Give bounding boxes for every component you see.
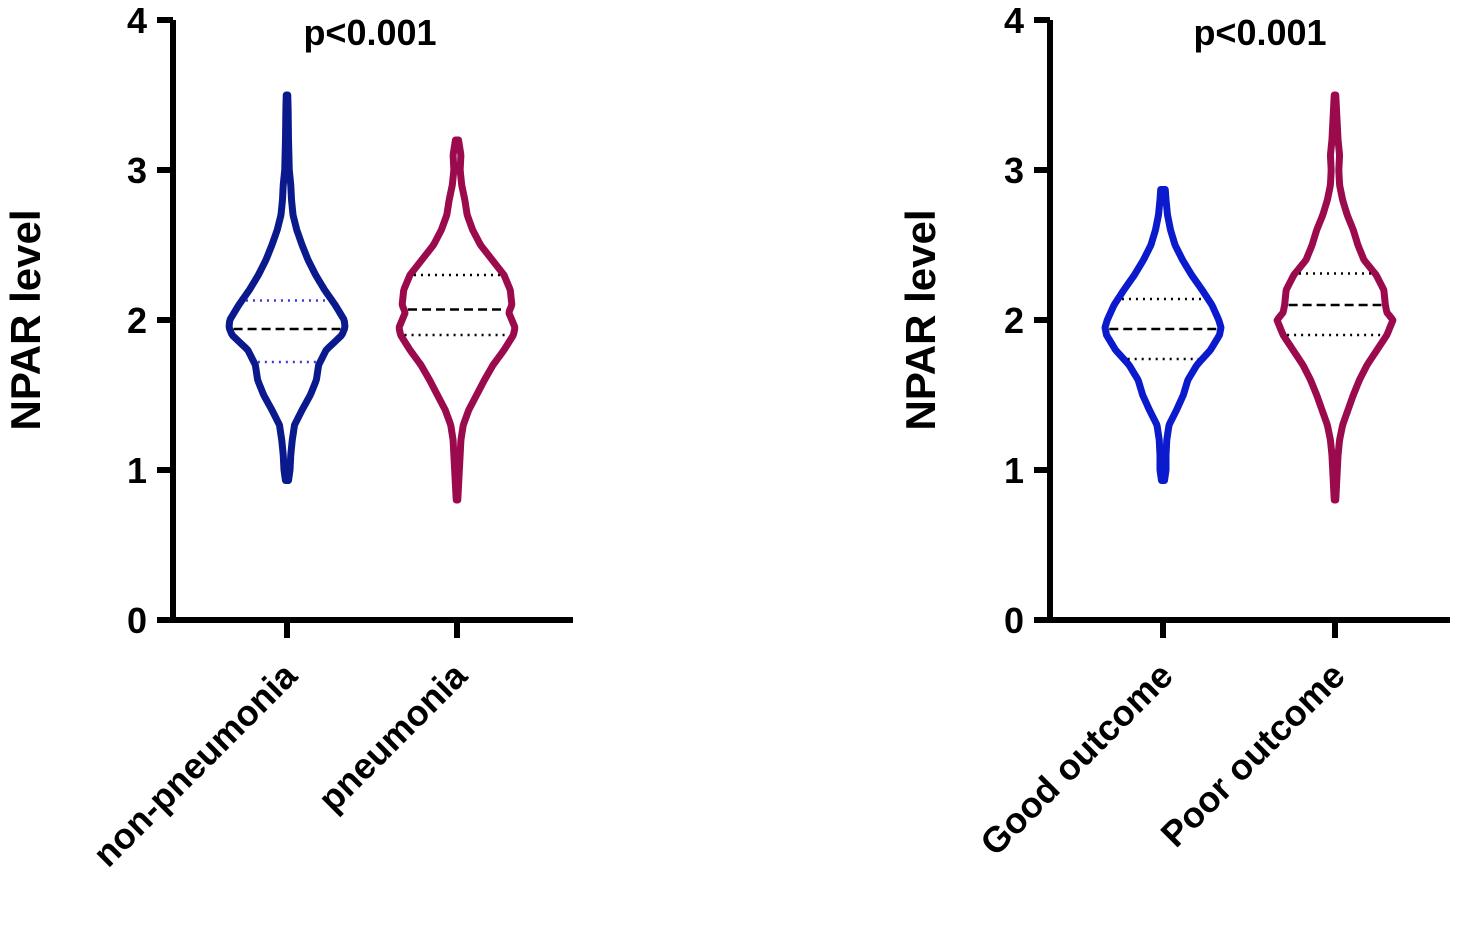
y-tick-label: 3 xyxy=(127,150,147,191)
y-axis-label: NPAR level xyxy=(897,210,944,431)
violin-good-outcome xyxy=(1101,186,1225,484)
x-category-label: Poor outcome xyxy=(1153,655,1353,855)
panel-pneumonia: 0 1 2 3 4 NPAR level p<0.001 non-pneumonia pn… xyxy=(2,0,573,875)
violin-non-pneumonia xyxy=(225,91,349,484)
p-value-annotation: p<0.001 xyxy=(1193,12,1326,53)
y-tick-label: 3 xyxy=(1004,150,1024,191)
panel-outcome: 0 1 2 3 4 NPAR level p<0.001 Good outcomePoo… xyxy=(897,0,1450,863)
y-tick-label: 1 xyxy=(1004,450,1024,491)
p-value-annotation: p<0.001 xyxy=(303,12,436,53)
y-tick-label: 4 xyxy=(127,0,147,41)
y-tick-label: 0 xyxy=(1004,600,1024,641)
x-category-label: pneumonia xyxy=(310,654,475,819)
y-tick-label: 4 xyxy=(1004,0,1024,41)
y-axis-label: NPAR level xyxy=(2,210,49,431)
y-tick-label: 2 xyxy=(127,300,147,341)
violin-poor-outcome xyxy=(1273,91,1397,504)
x-category-label: Good outcome xyxy=(972,655,1181,864)
violin-pneumonia xyxy=(395,136,519,504)
y-tick-label: 1 xyxy=(127,450,147,491)
y-tick-label: 0 xyxy=(127,600,147,641)
y-tick-label: 2 xyxy=(1004,300,1024,341)
x-category-label: non-pneumonia xyxy=(85,654,306,875)
